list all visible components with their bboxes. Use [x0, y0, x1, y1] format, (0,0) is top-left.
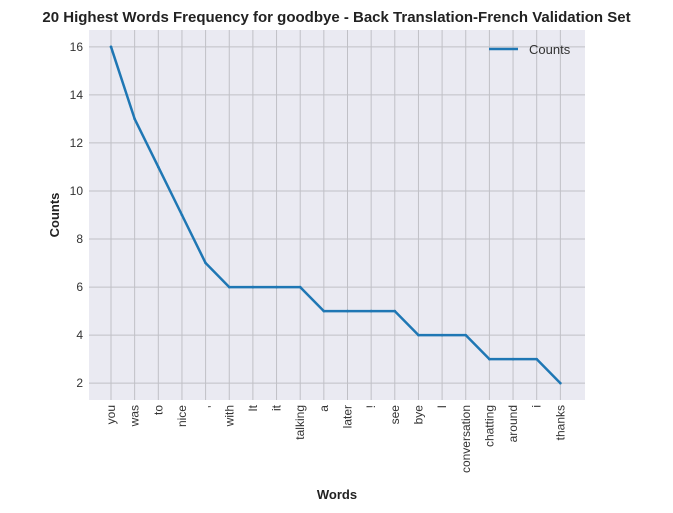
data-point — [464, 333, 468, 337]
data-point — [511, 357, 515, 361]
data-point — [488, 357, 491, 361]
x-tick-label: It — [246, 404, 260, 411]
x-tick-label: talking — [293, 405, 307, 440]
data-point — [559, 381, 562, 385]
y-tick-label: 14 — [70, 88, 84, 102]
series-line — [109, 45, 562, 385]
x-tick-label: with — [222, 405, 236, 427]
data-point — [275, 285, 278, 289]
data-point — [346, 309, 349, 313]
grid-lines — [89, 30, 585, 400]
x-tick-label: around — [506, 405, 520, 442]
data-point — [322, 309, 326, 313]
x-tick-label: bye — [411, 405, 425, 425]
data-point — [204, 261, 207, 265]
data-point — [440, 333, 444, 337]
x-tick-label: a — [317, 405, 331, 412]
x-tick-labels: you was to nice, with It it talking a later! see by… — [104, 404, 567, 473]
data-point — [133, 117, 136, 121]
y-tick-label: 6 — [76, 280, 83, 294]
data-point — [251, 285, 255, 289]
x-tick-label: conversation — [459, 405, 473, 473]
y-tick-label: 12 — [70, 136, 84, 150]
legend-label: Counts — [529, 42, 571, 57]
x-tick-label: chatting — [482, 405, 496, 447]
x-tick-label: I — [435, 405, 449, 408]
x-tick-label: nice — [175, 405, 189, 427]
legend: Counts — [489, 42, 571, 57]
data-point — [369, 309, 373, 313]
y-tick-label: 4 — [76, 328, 83, 342]
y-axis-label: Counts — [47, 193, 62, 238]
x-tick-label: thanks — [553, 405, 567, 440]
y-tick-label: 10 — [70, 184, 84, 198]
data-point — [393, 309, 397, 313]
x-tick-label: i — [530, 405, 544, 408]
data-point — [227, 285, 231, 289]
x-tick-label: you — [104, 405, 118, 424]
data-point — [180, 213, 184, 217]
y-tick-label: 16 — [70, 40, 84, 54]
x-tick-label: to — [151, 405, 165, 415]
x-tick-label: , — [199, 405, 213, 408]
chart-title: 20 Highest Words Frequency for goodbye -… — [42, 9, 630, 26]
data-point — [535, 357, 538, 361]
x-tick-label: ! — [364, 405, 378, 408]
plot-area — [89, 30, 585, 400]
y-tick-label: 8 — [76, 232, 83, 246]
x-tick-label: later — [341, 405, 355, 428]
data-point — [109, 45, 113, 49]
data-point — [157, 165, 160, 169]
data-point — [298, 285, 302, 289]
x-tick-label: it — [270, 404, 284, 411]
x-axis-label: Words — [317, 487, 357, 502]
series-layer — [109, 45, 562, 385]
x-tick-label: see — [388, 405, 402, 425]
y-tick-label: 2 — [76, 376, 83, 390]
y-tick-labels: 2 4 6 8 10 12 14 16 — [70, 40, 84, 390]
data-point — [417, 333, 420, 337]
x-tick-label: was — [128, 405, 142, 427]
